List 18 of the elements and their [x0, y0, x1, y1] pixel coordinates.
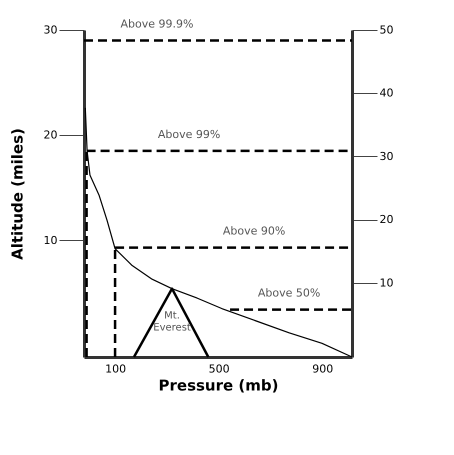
- annotation: Above 99%: [158, 128, 220, 141]
- y-tick-label: 20: [44, 128, 58, 142]
- x-tick-label: 500: [208, 362, 230, 376]
- y-tick-label: 30: [44, 24, 58, 36]
- y2-tick-label: 30: [380, 150, 394, 163]
- x-tick-label: 900: [312, 362, 334, 376]
- annotation: Above 90%: [222, 224, 286, 238]
- y2-tick-label: 50: [380, 24, 394, 36]
- y-axis-title: Altitude (miles): [8, 128, 27, 260]
- x-tick-label: 100: [105, 362, 126, 376]
- y-tick-label: 10: [44, 234, 58, 247]
- x-axis-title: Pressure (mb): [158, 376, 278, 394]
- y2-tick-label: 20: [380, 213, 394, 226]
- y2-tick-label: 40: [380, 86, 394, 100]
- annotation: Above 50%: [258, 286, 320, 300]
- annotation: Above 99.9%: [120, 18, 194, 31]
- annotation: Mt. Everest: [153, 310, 191, 334]
- y2-tick-label: 10: [380, 276, 394, 290]
